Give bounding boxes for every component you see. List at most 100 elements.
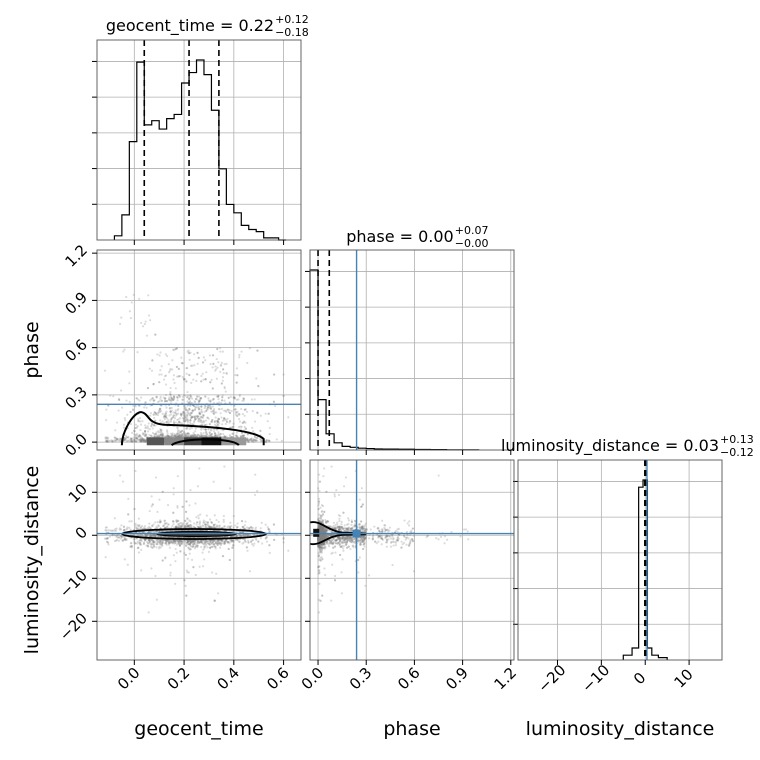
sample-point [194, 397, 198, 401]
sample-point [140, 438, 144, 441]
sample-point [152, 383, 155, 386]
sample-point [215, 411, 218, 414]
sample-point [221, 399, 224, 402]
sample-point [179, 540, 182, 543]
sample-point [152, 382, 155, 386]
sample-point [161, 490, 164, 493]
sample-point [160, 520, 163, 523]
hist-step-geocent_time [113, 59, 287, 241]
sample-point [104, 526, 107, 529]
sample-point [177, 432, 180, 436]
sample-point [168, 396, 171, 399]
sample-point [256, 489, 259, 493]
sample-point [194, 406, 197, 409]
sample-point [211, 410, 214, 413]
sample-point [171, 541, 174, 545]
panel-phase-vs-geocent_time [97, 250, 301, 450]
sample-point [191, 415, 194, 419]
sample-point [140, 438, 143, 442]
sample-point [140, 539, 143, 543]
sample-point [186, 435, 190, 438]
sample-point [142, 438, 146, 441]
sample-point [137, 546, 140, 549]
sample-point [222, 542, 225, 545]
sample-point [142, 433, 145, 436]
sample-point [185, 544, 188, 547]
sample-point [241, 434, 244, 438]
sample-point [161, 434, 165, 437]
sample-point [157, 431, 161, 434]
sample-point [209, 400, 212, 403]
sample-point [107, 541, 110, 544]
sample-point [220, 382, 223, 385]
sample-point [165, 421, 168, 424]
sample-point [145, 540, 149, 543]
sample-point [142, 439, 145, 442]
sample-point [199, 435, 202, 438]
sample-point [183, 416, 186, 419]
sample-point [161, 432, 164, 435]
sample-point [180, 543, 184, 546]
sample-point [144, 424, 147, 427]
sample-point [139, 440, 143, 443]
sample-point [184, 409, 187, 412]
sample-point [248, 347, 252, 350]
sample-point [137, 527, 140, 531]
sample-point [141, 440, 145, 443]
sample-point [171, 524, 174, 528]
sample-point [172, 414, 176, 417]
sample-point [122, 350, 125, 353]
sample-point [189, 520, 192, 523]
sample-point [204, 428, 207, 431]
sample-point [133, 438, 136, 441]
sample-point [137, 420, 140, 423]
sample-point [144, 440, 147, 444]
sample-point [235, 534, 239, 538]
sample-point [139, 541, 142, 544]
sample-point [259, 429, 262, 432]
sample-point [142, 526, 146, 529]
sample-point [179, 374, 182, 378]
sample-point [139, 423, 143, 426]
sample-point [268, 551, 271, 554]
sample-point [223, 540, 226, 543]
sample-point [191, 397, 194, 400]
sample-point [127, 513, 130, 516]
sample-point [152, 413, 155, 416]
sample-point [182, 420, 186, 423]
sample-point [223, 409, 226, 412]
sample-point [212, 480, 215, 483]
sample-point [251, 543, 254, 546]
sample-point [113, 439, 116, 442]
sample-point [249, 437, 253, 441]
sample-point [130, 440, 133, 443]
sample-point [189, 394, 192, 397]
sample-point [138, 399, 141, 402]
sample-point [174, 541, 177, 544]
sample-point [215, 368, 218, 371]
sample-point [154, 333, 157, 336]
sample-point [217, 417, 220, 420]
sample-point [135, 397, 138, 400]
sample-point [189, 419, 192, 422]
sample-point [191, 541, 194, 545]
sample-point [244, 520, 247, 523]
sample-point [106, 438, 109, 441]
sample-point [159, 397, 162, 400]
sample-point [149, 425, 153, 428]
sample-point [174, 387, 177, 390]
sample-point [204, 428, 207, 431]
sample-point [217, 539, 221, 542]
sample-point [190, 541, 193, 544]
sample-point [132, 538, 135, 541]
sample-point [169, 386, 172, 390]
sample-point [126, 526, 129, 529]
sample-point [149, 534, 152, 537]
sample-point [254, 440, 257, 443]
sample-point [220, 542, 223, 545]
sample-point [213, 545, 216, 548]
sample-point [194, 418, 197, 421]
sample-point [196, 398, 199, 401]
sample-point [200, 539, 203, 543]
sample-point [138, 533, 142, 536]
